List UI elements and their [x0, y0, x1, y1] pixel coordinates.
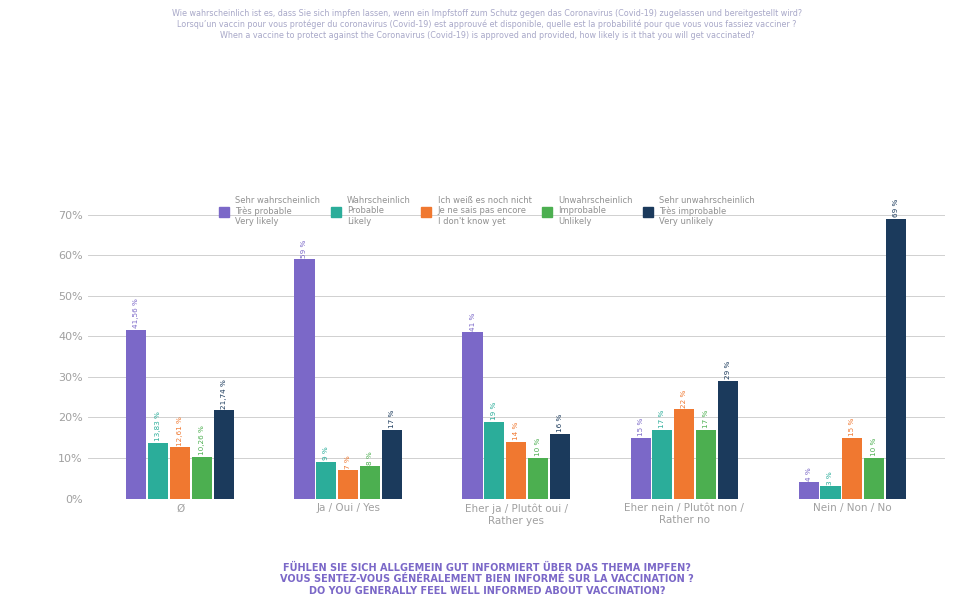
Bar — [653, 430, 672, 499]
Text: FÜHLEN SIE SICH ALLGEMEIN GUT INFORMIERT ÜBER DAS THEMA IMPFEN?
VOUS SENTEZ-VOUS: FÜHLEN SIE SICH ALLGEMEIN GUT INFORMIERT… — [281, 562, 693, 596]
Bar — [820, 486, 841, 499]
Bar — [718, 381, 738, 499]
Text: 17 %: 17 % — [703, 410, 709, 428]
Bar — [484, 421, 505, 499]
Bar — [213, 410, 234, 499]
Text: 19 %: 19 % — [491, 401, 498, 420]
Text: Wie wahrscheinlich ist es, dass Sie sich impfen lassen, wenn ein Impfstoff zum S: Wie wahrscheinlich ist es, dass Sie sich… — [172, 9, 802, 40]
Text: 8 %: 8 % — [367, 451, 373, 465]
Bar — [630, 438, 651, 499]
Bar — [799, 482, 819, 499]
Bar — [382, 430, 402, 499]
Bar — [170, 447, 190, 499]
Text: 12,61 %: 12,61 % — [177, 416, 183, 446]
Bar — [550, 434, 570, 499]
Text: 9 %: 9 % — [323, 447, 329, 460]
Bar — [843, 438, 862, 499]
Text: 17 %: 17 % — [659, 410, 665, 428]
Bar — [886, 219, 906, 499]
Text: 14 %: 14 % — [513, 422, 519, 440]
Text: 10 %: 10 % — [871, 438, 878, 457]
Text: 15 %: 15 % — [638, 418, 644, 436]
Text: 16 %: 16 % — [557, 413, 563, 432]
Text: 59 %: 59 % — [302, 240, 308, 258]
Bar — [463, 333, 482, 499]
Bar — [506, 442, 526, 499]
Bar — [148, 443, 169, 499]
Bar — [317, 462, 336, 499]
Bar — [864, 458, 884, 499]
Text: 41 %: 41 % — [469, 313, 475, 331]
Text: 13,83 %: 13,83 % — [155, 411, 162, 441]
Bar — [528, 458, 548, 499]
Text: 7 %: 7 % — [345, 455, 352, 469]
Text: 4 %: 4 % — [805, 467, 811, 481]
Text: 10 %: 10 % — [535, 438, 542, 457]
Bar — [674, 409, 694, 499]
Text: 29 %: 29 % — [725, 361, 730, 379]
Legend: Sehr wahrscheinlich
Très probable
Very likely, Wahrscheinlich
Probable
Likely, I: Sehr wahrscheinlich Très probable Very l… — [219, 196, 755, 226]
Bar — [127, 330, 146, 499]
Bar — [338, 470, 358, 499]
Text: 15 %: 15 % — [849, 418, 855, 436]
Text: 41,56 %: 41,56 % — [133, 299, 139, 328]
Bar — [360, 466, 380, 499]
Text: 22 %: 22 % — [681, 389, 688, 408]
Bar — [192, 457, 212, 499]
Bar — [696, 430, 716, 499]
Bar — [294, 260, 315, 499]
Text: 21,74 %: 21,74 % — [221, 379, 227, 409]
Text: 17 %: 17 % — [389, 410, 394, 428]
Text: 69 %: 69 % — [893, 199, 899, 217]
Text: 10,26 %: 10,26 % — [199, 426, 205, 455]
Text: 3 %: 3 % — [828, 471, 834, 485]
